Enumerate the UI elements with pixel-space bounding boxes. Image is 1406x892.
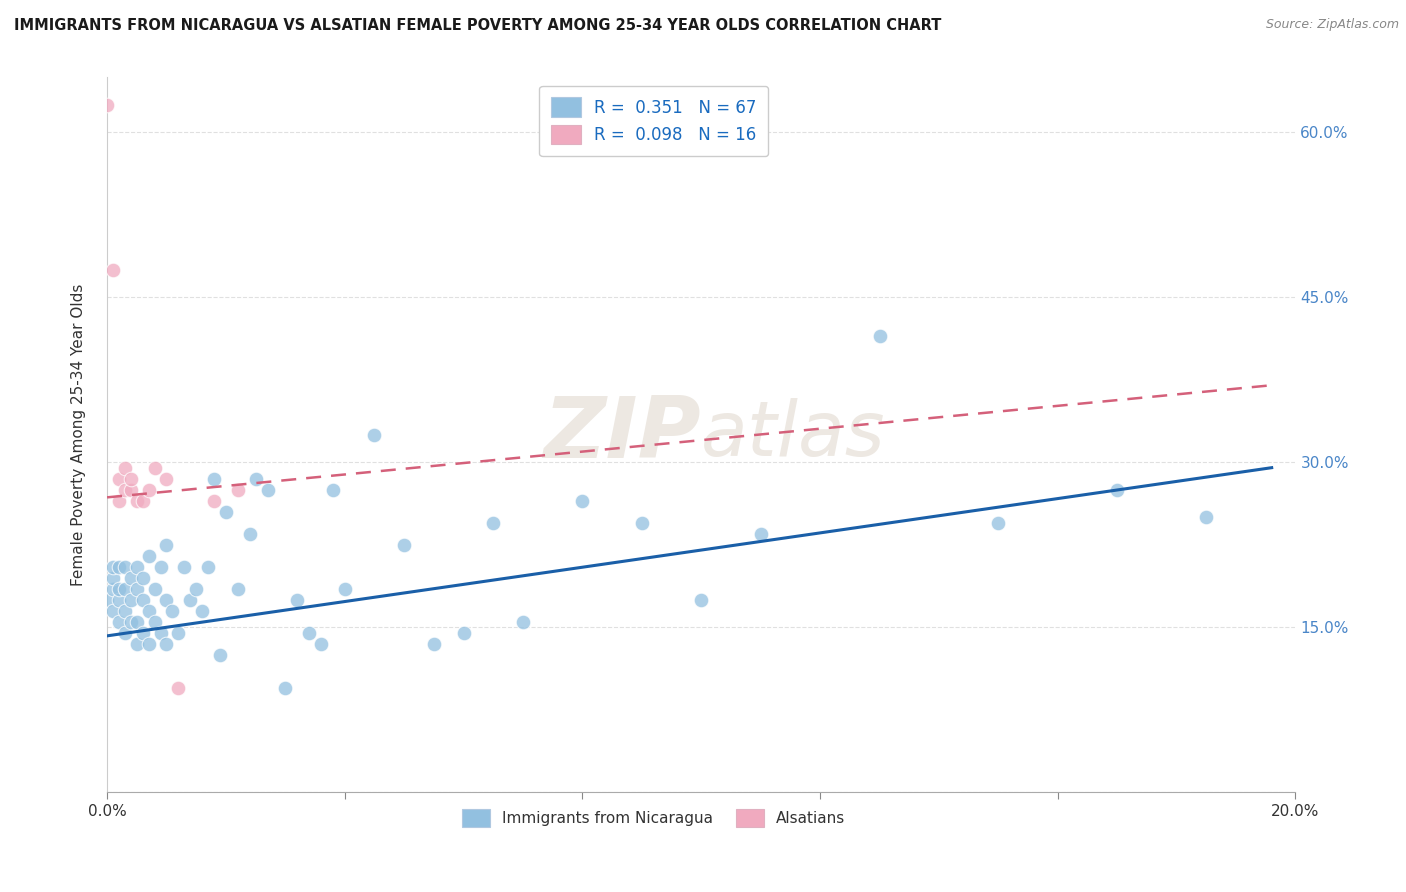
Point <box>114 604 136 618</box>
Point <box>202 472 225 486</box>
Point <box>226 582 249 596</box>
Text: atlas: atlas <box>702 398 886 472</box>
Point <box>120 615 142 629</box>
Text: IMMIGRANTS FROM NICARAGUA VS ALSATIAN FEMALE POVERTY AMONG 25-34 YEAR OLDS CORRE: IMMIGRANTS FROM NICARAGUA VS ALSATIAN FE… <box>14 18 942 33</box>
Point <box>138 604 160 618</box>
Point <box>132 592 155 607</box>
Point <box>186 582 208 596</box>
Point <box>114 559 136 574</box>
Point <box>132 625 155 640</box>
Point <box>1195 510 1218 524</box>
Point <box>322 483 344 497</box>
Point <box>96 592 118 607</box>
Point <box>333 582 356 596</box>
Point <box>167 625 190 640</box>
Point <box>631 516 654 530</box>
Point <box>138 549 160 563</box>
Point <box>155 592 177 607</box>
Point <box>162 604 184 618</box>
Point <box>208 648 231 662</box>
Point <box>114 460 136 475</box>
Point <box>202 493 225 508</box>
Point <box>482 516 505 530</box>
Point <box>167 681 190 695</box>
Point <box>571 493 593 508</box>
Point <box>125 559 148 574</box>
Point <box>120 483 142 497</box>
Point <box>125 615 148 629</box>
Legend: Immigrants from Nicaragua, Alsatians: Immigrants from Nicaragua, Alsatians <box>454 801 852 834</box>
Point <box>155 636 177 650</box>
Point <box>179 592 201 607</box>
Point <box>453 625 475 640</box>
Point <box>256 483 278 497</box>
Point <box>114 483 136 497</box>
Point <box>125 493 148 508</box>
Point <box>239 526 262 541</box>
Point <box>108 615 131 629</box>
Point <box>155 472 177 486</box>
Point <box>138 636 160 650</box>
Y-axis label: Female Poverty Among 25-34 Year Olds: Female Poverty Among 25-34 Year Olds <box>72 284 86 586</box>
Point <box>309 636 332 650</box>
Point <box>132 493 155 508</box>
Point <box>132 571 155 585</box>
Point <box>114 625 136 640</box>
Point <box>101 582 124 596</box>
Point <box>114 582 136 596</box>
Point <box>173 559 195 574</box>
Point <box>363 427 385 442</box>
Point <box>869 328 891 343</box>
Point <box>143 460 166 475</box>
Point <box>108 559 131 574</box>
Point <box>690 592 713 607</box>
Point <box>392 538 415 552</box>
Point <box>125 636 148 650</box>
Point <box>120 472 142 486</box>
Point <box>215 505 238 519</box>
Point <box>191 604 214 618</box>
Point <box>987 516 1010 530</box>
Point <box>749 526 772 541</box>
Point <box>101 571 124 585</box>
Point <box>285 592 308 607</box>
Point <box>108 472 131 486</box>
Point <box>108 582 131 596</box>
Point <box>101 604 124 618</box>
Point <box>512 615 534 629</box>
Point <box>197 559 219 574</box>
Point <box>143 615 166 629</box>
Point <box>143 582 166 596</box>
Point <box>149 625 172 640</box>
Point <box>274 681 297 695</box>
Point <box>108 493 131 508</box>
Point <box>125 582 148 596</box>
Point <box>138 483 160 497</box>
Point <box>149 559 172 574</box>
Point <box>96 98 118 112</box>
Point <box>1107 483 1129 497</box>
Point <box>298 625 321 640</box>
Point <box>155 538 177 552</box>
Point <box>423 636 446 650</box>
Point <box>226 483 249 497</box>
Point <box>101 262 124 277</box>
Point <box>120 571 142 585</box>
Point <box>108 592 131 607</box>
Point <box>101 559 124 574</box>
Point <box>245 472 267 486</box>
Text: Source: ZipAtlas.com: Source: ZipAtlas.com <box>1265 18 1399 31</box>
Point <box>120 592 142 607</box>
Text: ZIP: ZIP <box>544 393 702 476</box>
